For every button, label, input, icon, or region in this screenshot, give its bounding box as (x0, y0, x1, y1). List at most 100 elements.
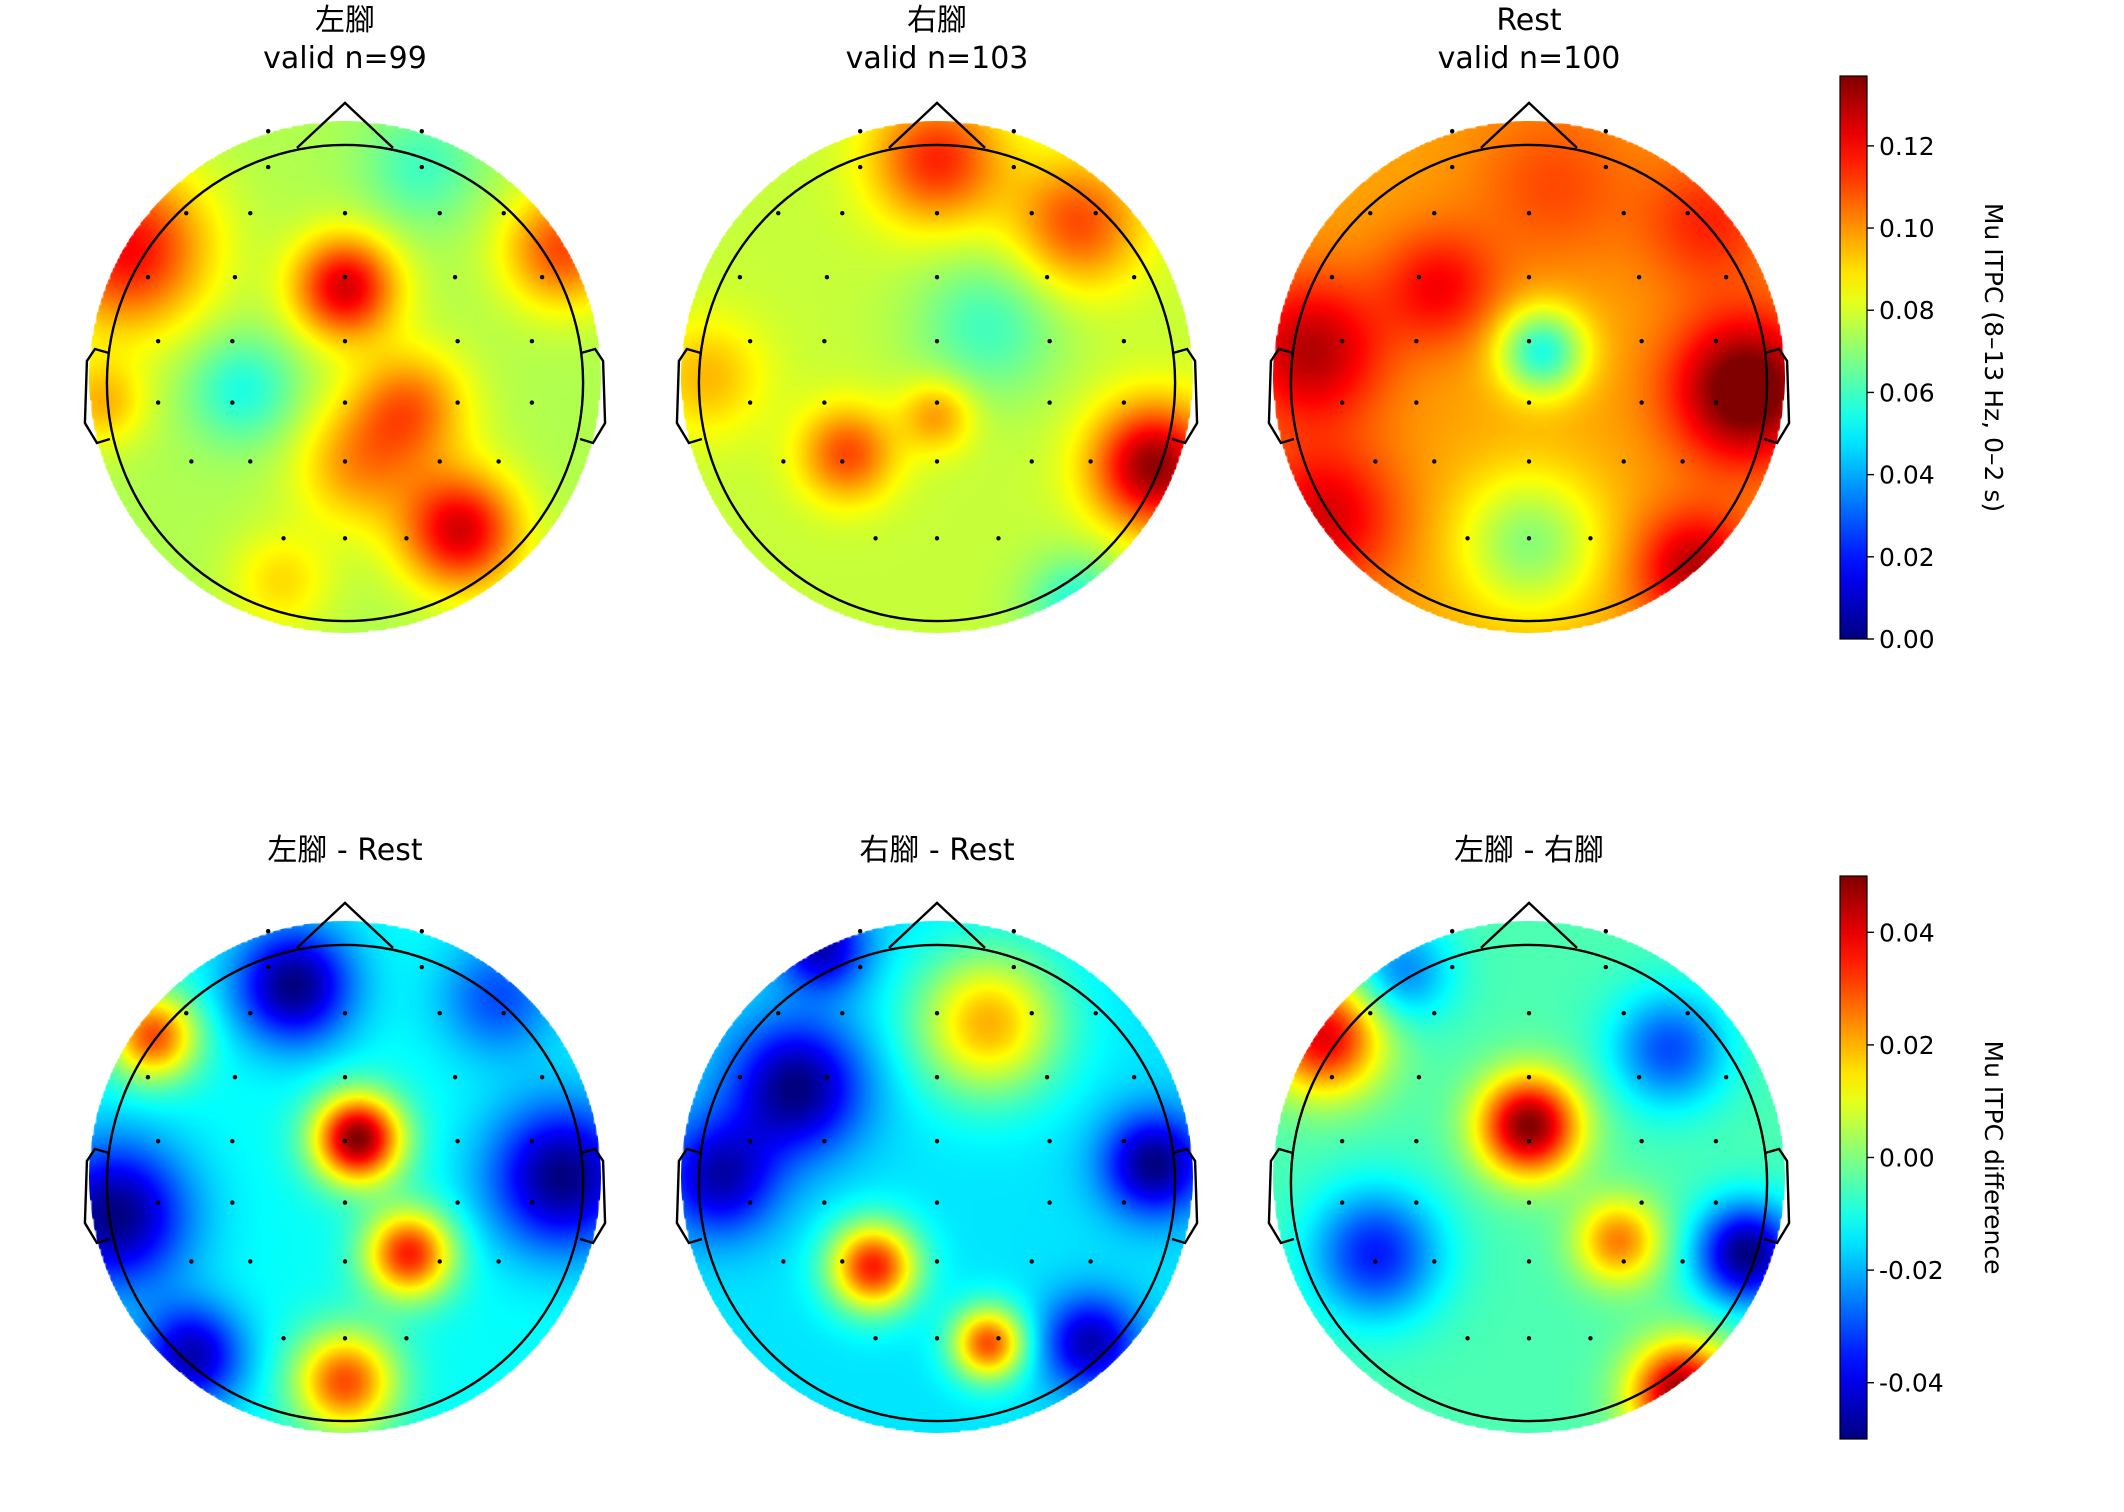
sensor-dot (1047, 338, 1052, 344)
sensor-dot (248, 1259, 253, 1264)
sensor-dot (934, 210, 940, 216)
sensor-dot (452, 1074, 458, 1080)
topomap-left-minus-right: 左腳 - 右腳 (1267, 833, 1791, 1433)
colorbar-tick-label: 0.00 (1879, 1144, 1935, 1173)
sensor-dot (776, 210, 781, 216)
sensor-dot (342, 1259, 348, 1264)
sensor-dot (455, 338, 460, 344)
sensor-dot (822, 338, 827, 344)
sensor-dot (1011, 964, 1016, 970)
sensor-dot (437, 1259, 442, 1264)
sensor-dot (248, 1010, 253, 1016)
sensor-dot (1526, 400, 1532, 405)
sensor-dot (501, 1010, 506, 1016)
sensor-dot (996, 536, 1001, 541)
sensor-dot (1526, 1336, 1532, 1341)
sensor-dot (1713, 400, 1719, 405)
sensor-dot (934, 1259, 940, 1264)
topomap-field-left-minus-right (1273, 921, 1785, 1433)
sensor-dot (1088, 459, 1093, 464)
left-ear-outline (675, 1147, 703, 1245)
sensor-dot (737, 274, 743, 280)
sensor-dot (1011, 129, 1016, 134)
sensor-dot (539, 274, 545, 280)
sensor-dot (155, 338, 161, 344)
sensor-dot (1414, 1138, 1419, 1144)
nose-outline (296, 101, 394, 149)
sensor-dot (529, 1138, 535, 1144)
sensor-dot (996, 1336, 1001, 1341)
sensor-dot (342, 1336, 348, 1341)
sensor-dot (1603, 164, 1609, 170)
sensor-dot (266, 929, 271, 934)
panel-title-line: 左腳 (315, 3, 375, 38)
sensor-dot (1121, 1200, 1127, 1205)
colorbar-label: Mu ITPC (8–13 Hz, 0–2 s) (1979, 203, 2008, 512)
sensor-dot (266, 164, 271, 170)
sensor-dot (155, 1200, 161, 1205)
sensor-dot (858, 129, 863, 134)
sensor-dot (1368, 210, 1373, 216)
sensor-dot (934, 536, 940, 541)
sensor-dot (1414, 400, 1419, 405)
left-ear-outline (1267, 1147, 1295, 1245)
head-outline (105, 943, 585, 1423)
sensor-dot (342, 400, 348, 405)
topomap-field-right-foot (681, 121, 1193, 633)
colorbar-tick-label: 0.10 (1879, 214, 1935, 243)
sensor-dot (404, 536, 409, 541)
sensor-dot (529, 1200, 535, 1205)
sensor-dot (1603, 964, 1609, 970)
sensor-dot (230, 338, 235, 344)
sensor-dot (184, 210, 189, 216)
sensor-dot (342, 1200, 348, 1205)
sensor-dot (1131, 274, 1137, 280)
sensor-dot (1432, 210, 1437, 216)
sensor-dot (934, 1138, 940, 1144)
sensor-dot (747, 1200, 753, 1205)
topomap-right-foot-minus-rest: 右腳 - Rest (675, 833, 1199, 1433)
sensor-dot (1713, 1138, 1719, 1144)
sensor-dot (1029, 210, 1034, 216)
sensor-dot (419, 964, 424, 970)
panel-title-line: valid n=100 (1438, 41, 1621, 76)
head-outline (1289, 943, 1769, 1423)
sensor-dot (1373, 1259, 1378, 1264)
sensor-dot (1044, 274, 1050, 280)
sensor-dot (342, 1074, 348, 1080)
sensor-dot (230, 400, 235, 405)
sensor-dot (1526, 338, 1532, 344)
sensor-dot (737, 1074, 743, 1080)
sensor-dot (404, 1336, 409, 1341)
topomap-field-left-foot (89, 121, 601, 633)
right-ear-outline (579, 347, 607, 445)
sensor-dot (1414, 338, 1419, 344)
colorbar-tick-label: 0.00 (1879, 625, 1935, 654)
sensor-dot (248, 459, 253, 464)
right-ear-outline (579, 1147, 607, 1245)
sensor-dot (1723, 274, 1729, 280)
sensor-dot (934, 400, 940, 405)
sensor-dot (934, 1074, 940, 1080)
sensor-dot (1011, 164, 1016, 170)
panel-title-line: valid n=103 (846, 41, 1029, 76)
sensor-dot (840, 459, 845, 464)
colorbar-gradient (1839, 875, 1868, 1440)
sensor-dot (419, 129, 424, 134)
colorbar-itpc: 0.00 0.02 0.04 0.06 0.08 0.10 0.12 Mu ITPC (8–1… (1839, 75, 2008, 654)
sensor-dot (1329, 1074, 1335, 1080)
sensor-dot (419, 164, 424, 170)
sensor-dot (1526, 459, 1532, 464)
sensor-dot (496, 1259, 501, 1264)
sensor-dot (822, 1138, 827, 1144)
panel-title-line: 右腳 (907, 3, 967, 38)
sensor-dot (840, 1259, 845, 1264)
sensor-dot (232, 1074, 238, 1080)
sensor-dot (1093, 1010, 1098, 1016)
sensor-dot (1636, 1074, 1642, 1080)
sensor-dot (342, 536, 348, 541)
sensor-dot (1603, 129, 1609, 134)
sensor-dot (1526, 274, 1532, 280)
sensor-dot (747, 1138, 753, 1144)
